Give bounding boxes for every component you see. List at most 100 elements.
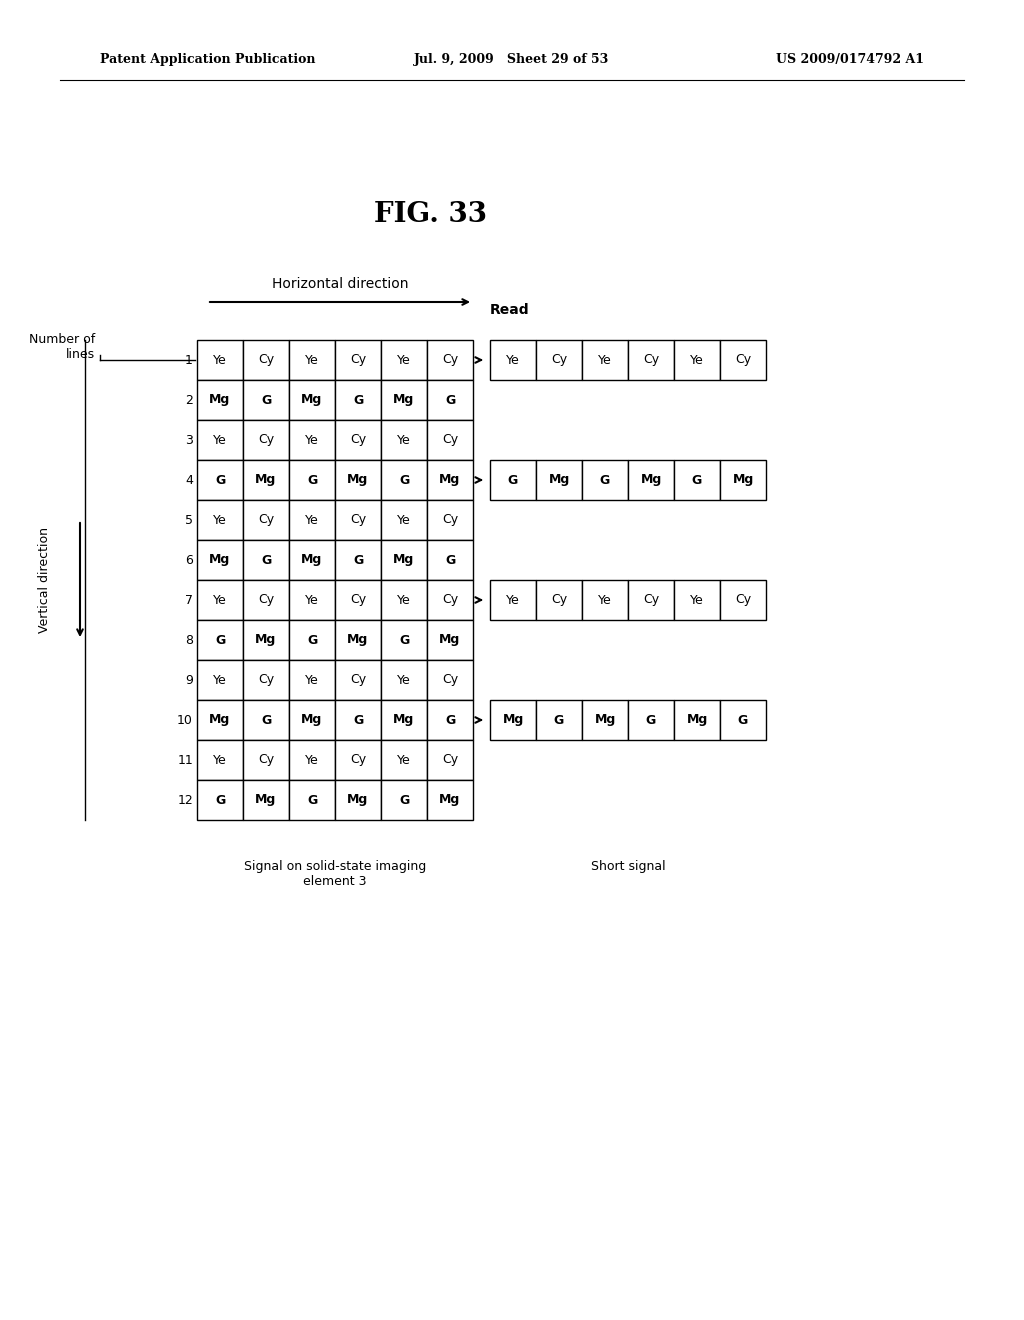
Bar: [197, 579, 243, 620]
Bar: [490, 459, 536, 500]
Text: 5: 5: [185, 513, 193, 527]
Text: Ye: Ye: [305, 513, 318, 527]
Bar: [197, 459, 243, 500]
Bar: [243, 341, 289, 380]
Text: Cy: Cy: [350, 354, 366, 367]
Text: Ye: Ye: [305, 433, 318, 446]
Bar: [427, 540, 473, 579]
Text: Vertical direction: Vertical direction: [39, 527, 51, 634]
Text: G: G: [307, 634, 317, 647]
Text: 4: 4: [185, 474, 193, 487]
Text: G: G: [261, 714, 271, 726]
Text: Cy: Cy: [350, 754, 366, 767]
Text: Cy: Cy: [350, 513, 366, 527]
Bar: [197, 540, 243, 579]
Bar: [720, 459, 766, 500]
Bar: [289, 620, 335, 660]
Bar: [674, 459, 720, 500]
Text: 1: 1: [185, 354, 193, 367]
Bar: [427, 620, 473, 660]
Bar: [243, 741, 289, 780]
Bar: [243, 420, 289, 459]
Bar: [335, 579, 381, 620]
Text: Mg: Mg: [347, 634, 369, 647]
Bar: [335, 660, 381, 700]
Bar: [289, 420, 335, 459]
Bar: [243, 500, 289, 540]
Bar: [197, 700, 243, 741]
Text: G: G: [307, 793, 317, 807]
Bar: [582, 700, 628, 741]
Text: G: G: [399, 634, 410, 647]
Text: 12: 12: [177, 793, 193, 807]
Bar: [582, 459, 628, 500]
Bar: [628, 579, 674, 620]
Bar: [335, 500, 381, 540]
Bar: [381, 660, 427, 700]
Bar: [490, 700, 536, 741]
Text: G: G: [261, 393, 271, 407]
Text: Mg: Mg: [594, 714, 615, 726]
Text: G: G: [600, 474, 610, 487]
Bar: [427, 700, 473, 741]
Bar: [197, 500, 243, 540]
Bar: [289, 341, 335, 380]
Text: G: G: [444, 553, 455, 566]
Text: Mg: Mg: [439, 634, 461, 647]
Text: US 2009/0174792 A1: US 2009/0174792 A1: [776, 54, 924, 66]
Text: Cy: Cy: [258, 673, 274, 686]
Bar: [197, 341, 243, 380]
Text: G: G: [738, 714, 749, 726]
Text: Ye: Ye: [397, 354, 411, 367]
Bar: [582, 341, 628, 380]
Bar: [427, 780, 473, 820]
Text: Cy: Cy: [442, 513, 458, 527]
Bar: [381, 459, 427, 500]
Text: 11: 11: [177, 754, 193, 767]
Text: Mg: Mg: [393, 553, 415, 566]
Bar: [582, 579, 628, 620]
Text: Cy: Cy: [643, 594, 659, 606]
Text: Cy: Cy: [258, 594, 274, 606]
Text: Cy: Cy: [551, 354, 567, 367]
Text: Ye: Ye: [397, 754, 411, 767]
Bar: [490, 341, 536, 380]
Text: G: G: [215, 474, 225, 487]
Bar: [289, 700, 335, 741]
Text: 9: 9: [185, 673, 193, 686]
Text: Mg: Mg: [255, 793, 276, 807]
Bar: [335, 341, 381, 380]
Text: Cy: Cy: [551, 594, 567, 606]
Text: G: G: [554, 714, 564, 726]
Text: Cy: Cy: [442, 754, 458, 767]
Text: Ye: Ye: [397, 673, 411, 686]
Text: Ye: Ye: [213, 594, 227, 606]
Text: G: G: [353, 393, 364, 407]
Bar: [289, 660, 335, 700]
Text: Mg: Mg: [301, 393, 323, 407]
Text: Cy: Cy: [350, 673, 366, 686]
Text: Mg: Mg: [209, 714, 230, 726]
Bar: [335, 380, 381, 420]
Text: Cy: Cy: [258, 513, 274, 527]
Bar: [243, 660, 289, 700]
Text: Cy: Cy: [442, 594, 458, 606]
Text: G: G: [399, 474, 410, 487]
Text: G: G: [646, 714, 656, 726]
Text: 2: 2: [185, 393, 193, 407]
Bar: [427, 579, 473, 620]
Text: Number of
lines: Number of lines: [29, 333, 95, 360]
Text: G: G: [353, 714, 364, 726]
Bar: [381, 540, 427, 579]
Text: Ye: Ye: [397, 513, 411, 527]
Bar: [197, 660, 243, 700]
Text: Cy: Cy: [258, 433, 274, 446]
Text: G: G: [444, 714, 455, 726]
Text: Mg: Mg: [209, 393, 230, 407]
Bar: [197, 380, 243, 420]
Text: Short signal: Short signal: [591, 861, 666, 873]
Text: Ye: Ye: [690, 594, 703, 606]
Text: Cy: Cy: [442, 433, 458, 446]
Bar: [335, 459, 381, 500]
Text: Ye: Ye: [598, 354, 612, 367]
